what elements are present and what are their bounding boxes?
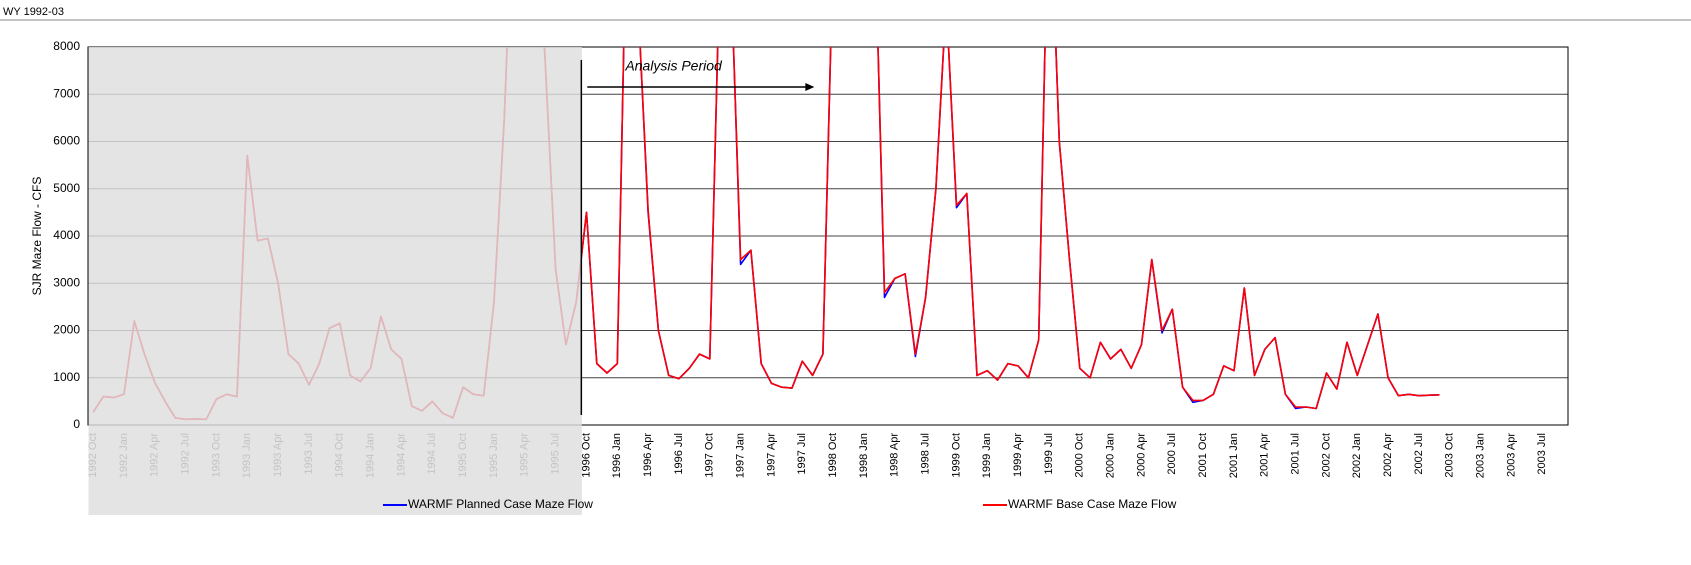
- x-tick-label: 2002 Jan: [1351, 433, 1363, 478]
- x-tick-label: 1997 Apr: [765, 433, 777, 477]
- x-tick-label: 1992 Apr: [149, 433, 161, 477]
- x-tick-label: 2001 Apr: [1259, 433, 1271, 477]
- legend-label: WARMF Base Case Maze Flow: [1008, 497, 1177, 511]
- x-tick-label: 1999 Oct: [950, 433, 962, 478]
- x-tick-label: 2003 Apr: [1505, 433, 1517, 477]
- x-tick-label: 1997 Jan: [735, 433, 747, 478]
- x-tick-label: 2000 Apr: [1135, 433, 1147, 477]
- history-shade: [88, 47, 582, 515]
- subtitle: WY 1992-03: [3, 6, 64, 18]
- x-tick-label: 2001 Jan: [1228, 433, 1240, 478]
- x-tick-label: 1999 Jul: [1043, 433, 1055, 475]
- y-tick-label: 4000: [53, 228, 80, 242]
- x-tick-label: 1993 Jul: [303, 433, 315, 475]
- y-tick-label: 7000: [53, 86, 80, 100]
- x-tick-label: 1994 Apr: [395, 433, 407, 477]
- x-tick-label: 1993 Jan: [241, 433, 253, 478]
- x-tick-label: 1998 Apr: [889, 433, 901, 477]
- x-tick-label: 1993 Apr: [272, 433, 284, 477]
- legend-label: WARMF Planned Case Maze Flow: [408, 497, 593, 511]
- x-tick-label: 1992 Jul: [180, 433, 192, 475]
- x-tick-label: 2001 Oct: [1197, 433, 1209, 478]
- analysis-arrowhead: [805, 83, 815, 91]
- y-tick-label: 0: [73, 417, 80, 431]
- y-tick-label: 3000: [53, 275, 80, 289]
- x-tick-label: 2002 Apr: [1382, 433, 1394, 477]
- x-tick-label: 1996 Oct: [580, 433, 592, 478]
- annotation: Analysis Period: [624, 58, 723, 74]
- x-tick-label: 1996 Apr: [642, 433, 654, 477]
- x-tick-label: 1995 Jul: [550, 433, 562, 475]
- y-axis-title: SJR Maze Flow - CFS: [30, 177, 44, 296]
- x-tick-label: 1995 Apr: [519, 433, 531, 477]
- x-tick-label: 2002 Jul: [1413, 433, 1425, 475]
- x-tick-label: 1998 Jan: [858, 433, 870, 478]
- x-tick-label: 2000 Oct: [1074, 433, 1086, 478]
- x-tick-label: 1998 Oct: [827, 433, 839, 478]
- plot-border: [87, 46, 1569, 426]
- x-tick-label: 2000 Jul: [1166, 433, 1178, 475]
- y-tick-label: 8000: [53, 39, 80, 53]
- x-tick-label: 2001 Jul: [1290, 433, 1302, 475]
- x-tick-label: 2003 Jan: [1475, 433, 1487, 478]
- x-tick-label: 2002 Oct: [1320, 433, 1332, 478]
- y-tick-label: 6000: [53, 134, 80, 148]
- x-tick-label: 1999 Apr: [1012, 433, 1024, 477]
- x-tick-label: 1998 Jul: [920, 433, 932, 475]
- x-tick-label: 1992 Jan: [118, 433, 130, 478]
- y-tick-label: 2000: [53, 323, 80, 337]
- x-tick-label: 1992 Oct: [87, 433, 99, 478]
- x-tick-label: 1996 Jul: [673, 433, 685, 475]
- y-tick-label: 5000: [53, 181, 80, 195]
- x-tick-label: 1994 Oct: [334, 433, 346, 478]
- y-tick-label: 1000: [53, 370, 80, 384]
- x-tick-label: 1995 Oct: [457, 433, 469, 478]
- x-tick-label: 1993 Oct: [210, 433, 222, 478]
- x-tick-label: 2003 Oct: [1444, 433, 1456, 478]
- x-tick-label: 1999 Jan: [981, 433, 993, 478]
- x-tick-label: 1994 Jul: [426, 433, 438, 475]
- x-tick-label: 1997 Oct: [704, 433, 716, 478]
- x-tick-label: 1995 Jan: [488, 433, 500, 478]
- x-tick-label: 1994 Jan: [365, 433, 377, 478]
- x-tick-label: 1997 Jul: [796, 433, 808, 475]
- x-tick-label: 2003 Jul: [1536, 433, 1548, 475]
- x-tick-label: 1996 Jan: [611, 433, 623, 478]
- x-tick-label: 2000 Jan: [1105, 433, 1117, 478]
